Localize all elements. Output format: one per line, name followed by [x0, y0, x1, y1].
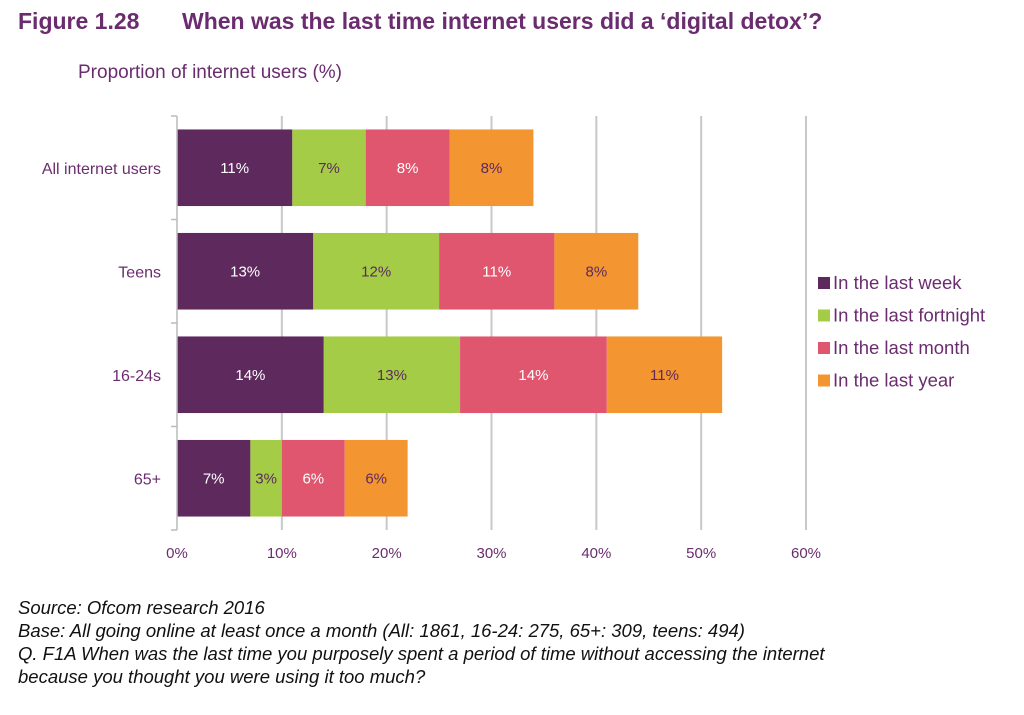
data-label-65-in-the-last-week: 7% [203, 470, 225, 487]
legend-swatch-in-the-last-fortnight [818, 309, 830, 322]
question-note-line-1: Q. F1A When was the last time you purpos… [18, 643, 825, 664]
data-label-teens-in-the-last-year: 8% [585, 263, 607, 280]
bar-teens-in-the-last-week [177, 232, 314, 310]
figure-label: Figure 1.28 [18, 8, 140, 34]
footnotes: Source: Ofcom research 2016 Base: All go… [18, 596, 1018, 688]
data-label-16-24s-in-the-last-year: 11% [650, 367, 679, 384]
chart-subtitle: Proportion of internet users (%) [78, 62, 343, 83]
x-tick-label-30: 30% [476, 545, 506, 562]
data-label-teens-in-the-last-week: 13% [230, 263, 260, 280]
legend-label-in-the-last-year: In the last year [833, 370, 954, 391]
legend-label-in-the-last-week: In the last week [833, 272, 962, 293]
axes: 0% 10% 20% 30% 40% 50% 60% All internet users Te… [42, 115, 821, 562]
data-label-65-in-the-last-month: 6% [302, 470, 324, 487]
bar-16-24s-in-the-last-year [606, 336, 723, 414]
data-label-16-24s-in-the-last-week: 14% [235, 367, 265, 384]
bar-teens-in-the-last-fortnight [313, 232, 440, 310]
x-tick-label-60: 60% [791, 545, 821, 562]
legend-swatch-in-the-last-week [818, 277, 830, 289]
data-label-16-24s-in-the-last-fortnight: 13% [377, 367, 407, 384]
bar-teens-in-the-last-year [554, 232, 639, 310]
x-tick-label-40: 40% [581, 545, 611, 562]
bar-16-24s-in-the-last-week [177, 336, 324, 414]
stacked-bar-chart: 11% 7% 8% 8% 13% 12% 11% 8% 14% 13% 14% 11% 7% 3% 6% 6%… [42, 115, 985, 562]
bar-65-in-the-last-week [177, 439, 251, 517]
x-tick-label-50: 50% [686, 545, 716, 562]
question-note-line-2: because you thought you were using it to… [18, 666, 426, 687]
legend-label-in-the-last-fortnight: In the last fortnight [833, 305, 985, 326]
chart-title: When was the last time internet users di… [182, 8, 823, 34]
base-note: Base: All going online at least once a m… [18, 620, 745, 641]
data-label-teens-in-the-last-month: 11% [482, 263, 511, 280]
data-label-65-in-the-last-year: 6% [365, 470, 387, 487]
bar-all-internet-users-in-the-last-fortnight [292, 129, 366, 207]
legend-swatch-in-the-last-year [818, 374, 830, 387]
category-label-16-24s: 16-24s [112, 368, 161, 385]
bar-all-internet-users-in-the-last-month [365, 129, 450, 207]
bar-65-in-the-last-year [344, 439, 408, 517]
bar-65-in-the-last-fortnight [250, 439, 282, 517]
data-label-all-internet-users-in-the-last-fortnight: 7% [318, 160, 340, 177]
legend: In the last week In the last fortnight In … [818, 272, 985, 391]
bar-all-internet-users-in-the-last-week [177, 129, 293, 207]
data-label-65-in-the-last-fortnight: 3% [255, 470, 277, 487]
x-tick-label-20: 20% [372, 545, 402, 562]
data-label-all-internet-users-in-the-last-week: 11% [220, 160, 249, 177]
x-tick-label-10: 10% [267, 545, 297, 562]
category-label-teens: Teens [118, 264, 161, 281]
x-tick-label-0: 0% [166, 545, 188, 562]
bar-all-internet-users-in-the-last-year [449, 129, 534, 207]
bar-16-24s-in-the-last-fortnight [323, 336, 461, 414]
data-label-16-24s-in-the-last-month: 14% [518, 367, 548, 384]
legend-swatch-in-the-last-month [818, 342, 830, 354]
category-label-65: 65+ [134, 471, 161, 488]
data-label-all-internet-users-in-the-last-year: 8% [481, 160, 503, 177]
data-label-all-internet-users-in-the-last-month: 8% [397, 160, 419, 177]
legend-label-in-the-last-month: In the last month [833, 337, 970, 358]
bar-teens-in-the-last-month [439, 232, 555, 310]
bar-16-24s-in-the-last-month [460, 336, 607, 414]
source-note: Source: Ofcom research 2016 [18, 597, 265, 618]
bars [177, 129, 723, 517]
bar-65-in-the-last-month [281, 439, 345, 517]
category-label-all-internet-users: All internet users [42, 161, 161, 178]
data-label-teens-in-the-last-fortnight: 12% [361, 263, 391, 280]
data-labels: 11% 7% 8% 8% 13% 12% 11% 8% 14% 13% 14% 11% 7% 3% 6% 6% [203, 160, 679, 488]
